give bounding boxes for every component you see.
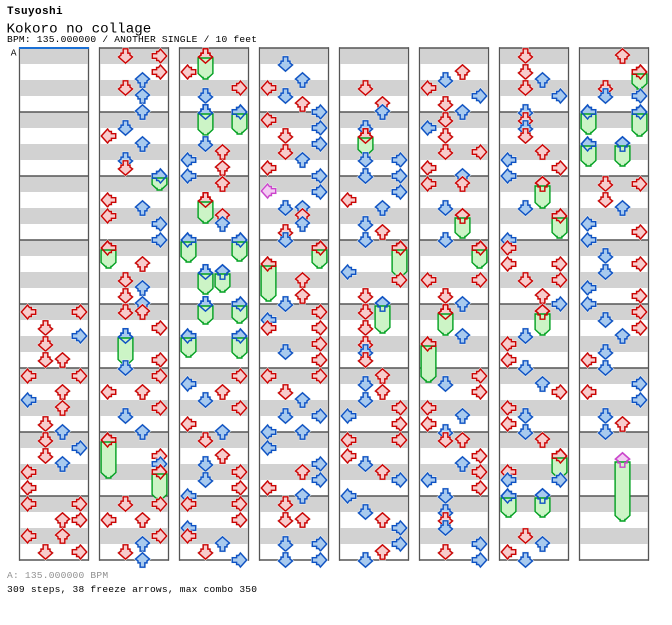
svg-text:A: 135.000000 BPM: A: 135.000000 BPM [7, 570, 108, 581]
svg-text:A: A [11, 48, 17, 59]
svg-text:Tsuyoshi: Tsuyoshi [7, 6, 63, 18]
svg-text:Kokoro no collage: Kokoro no collage [7, 22, 152, 38]
svg-text:BPM: 135.000000 / ANOTHER SING: BPM: 135.000000 / ANOTHER SINGLE / 10 fe… [7, 34, 257, 45]
svg-text:309 steps, 38 freeze arrows, m: 309 steps, 38 freeze arrows, max combo 3… [7, 584, 257, 595]
